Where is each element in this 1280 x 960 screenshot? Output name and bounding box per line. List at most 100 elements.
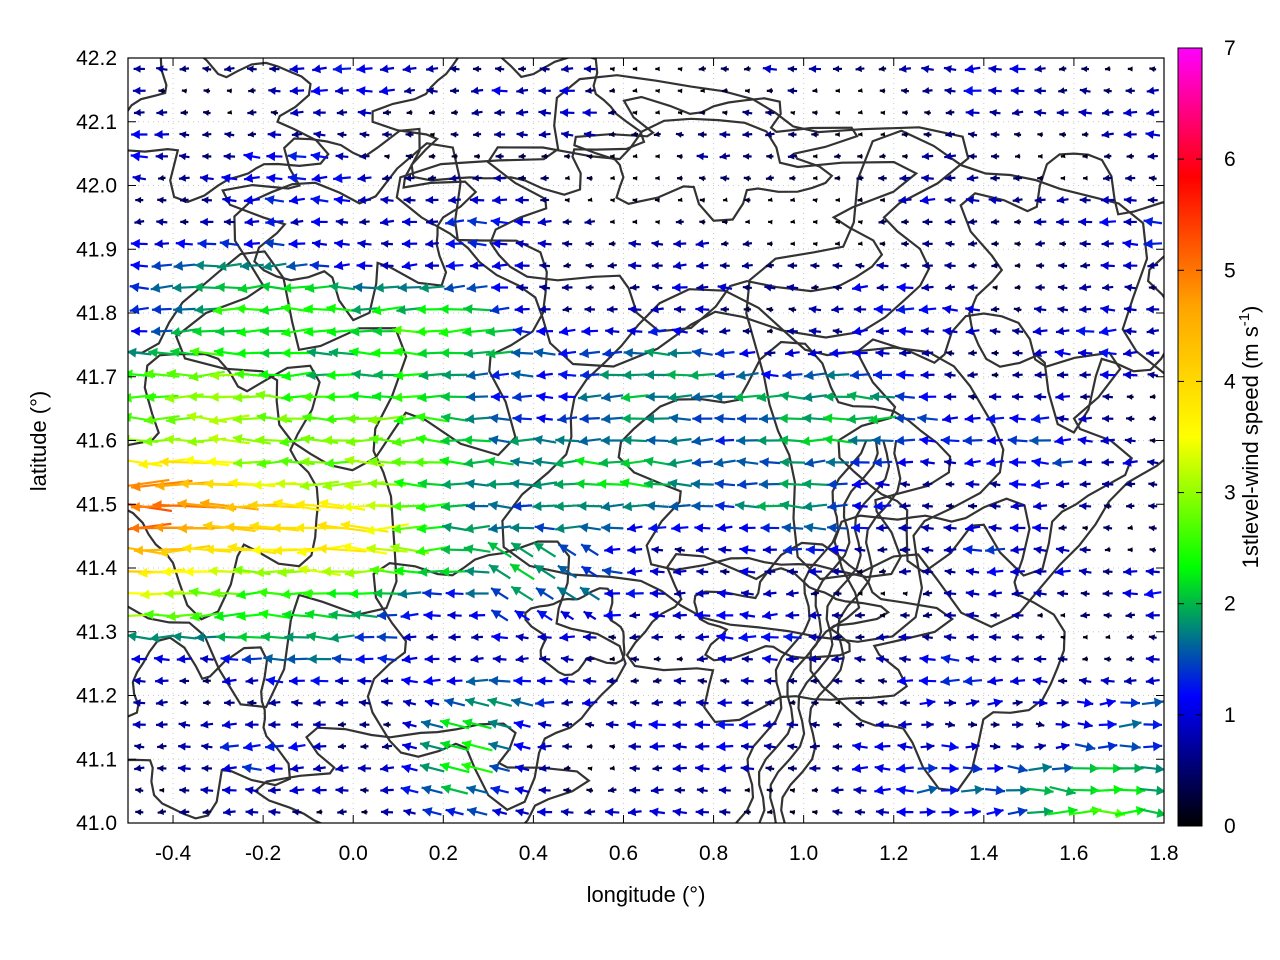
wind-vector	[694, 610, 711, 621]
wind-vector	[490, 370, 509, 380]
wind-vector	[649, 588, 665, 599]
wind-vector	[812, 809, 818, 816]
wind-vector	[715, 719, 734, 730]
wind-vector	[488, 675, 511, 686]
wind-vector	[742, 284, 752, 292]
wind-vector	[696, 655, 708, 663]
wind-vector	[465, 676, 489, 687]
wind-vector	[560, 130, 574, 139]
wind-vector	[1139, 785, 1164, 796]
wind-vector	[677, 110, 683, 116]
wind-vector	[1056, 698, 1069, 707]
wind-vector	[1056, 414, 1069, 423]
wind-vector	[1034, 742, 1047, 751]
wind-vector	[245, 720, 259, 729]
colorbar-label-superscript: -1	[1236, 313, 1253, 326]
wind-vector	[1146, 305, 1160, 314]
wind-vector	[960, 785, 985, 795]
wind-vector	[159, 456, 210, 467]
wind-vector	[316, 809, 323, 815]
wind-vector	[811, 284, 819, 291]
wind-vector	[902, 591, 908, 597]
wind-vector	[699, 197, 705, 203]
wind-vector	[739, 567, 756, 577]
wind-vector	[1076, 697, 1094, 708]
wind-vector	[627, 807, 642, 817]
wind-vector	[1057, 371, 1069, 379]
wind-vector	[788, 131, 797, 138]
wind-vector	[486, 479, 513, 490]
wind-vector	[1079, 546, 1091, 554]
wind-vector	[518, 175, 526, 182]
wind-vector	[259, 326, 289, 337]
wind-vector	[608, 240, 616, 247]
wind-vector	[858, 591, 863, 596]
wind-vector	[809, 742, 820, 750]
wind-vector	[785, 348, 800, 358]
wind-vector	[157, 174, 166, 182]
wind-vector	[154, 130, 170, 139]
wind-vector	[156, 108, 168, 117]
wind-vector	[964, 807, 981, 817]
wind-vector	[268, 86, 281, 95]
wind-vector	[666, 369, 694, 380]
wind-vector	[130, 151, 148, 162]
wind-vector	[964, 457, 981, 468]
wind-vector	[745, 219, 750, 225]
wind-vector	[1082, 153, 1088, 159]
wind-vector	[744, 197, 751, 204]
wind-vector	[1146, 327, 1160, 336]
wind-vector	[311, 217, 328, 227]
wind-vector	[536, 676, 553, 686]
wind-vector	[574, 456, 605, 467]
wind-vector	[282, 609, 312, 620]
wind-vector	[1127, 547, 1133, 553]
wind-vector	[133, 698, 146, 707]
wind-vector	[585, 87, 595, 94]
wind-vector	[1054, 566, 1071, 577]
wind-vector	[940, 654, 960, 664]
wind-vector	[440, 501, 469, 512]
wind-vector	[554, 523, 580, 534]
wind-vector	[719, 808, 731, 816]
wind-vector	[577, 501, 603, 511]
wind-vector	[717, 523, 733, 533]
wind-vector	[221, 720, 237, 730]
wind-vector	[179, 677, 190, 685]
wind-vector	[538, 108, 552, 117]
wind-vector	[541, 153, 548, 160]
wind-vector	[492, 654, 507, 664]
wind-vector	[789, 699, 796, 706]
wind-vector	[654, 197, 660, 203]
wind-vector	[807, 348, 823, 358]
wind-vector	[606, 677, 618, 685]
wind-vector	[831, 611, 843, 620]
wind-vector	[377, 654, 397, 664]
wind-vector	[464, 523, 491, 534]
wind-vector	[916, 784, 939, 795]
wind-vector	[743, 809, 751, 816]
wind-vector	[849, 370, 871, 380]
wind-vector	[224, 131, 235, 139]
wind-vector	[587, 766, 593, 772]
wind-vector	[921, 546, 934, 554]
wind-vector	[132, 86, 146, 95]
wind-vector	[808, 327, 822, 336]
wind-vector	[509, 563, 535, 581]
wind-vector	[313, 698, 326, 707]
wind-vector	[1009, 523, 1026, 533]
wind-vector	[512, 413, 532, 424]
wind-vector	[922, 240, 933, 248]
wind-vector	[779, 500, 806, 511]
wind-vector	[1101, 458, 1114, 467]
wind-vector	[425, 217, 439, 226]
wind-vector	[402, 698, 417, 708]
wind-vector	[646, 435, 669, 446]
x-tick-label: 0.2	[429, 842, 458, 865]
wind-vector	[990, 721, 1000, 728]
wind-vector	[1056, 217, 1070, 227]
contour-line	[395, 74, 970, 368]
wind-vector	[491, 282, 509, 293]
wind-vector	[400, 610, 419, 621]
wind-vector	[1148, 525, 1157, 532]
